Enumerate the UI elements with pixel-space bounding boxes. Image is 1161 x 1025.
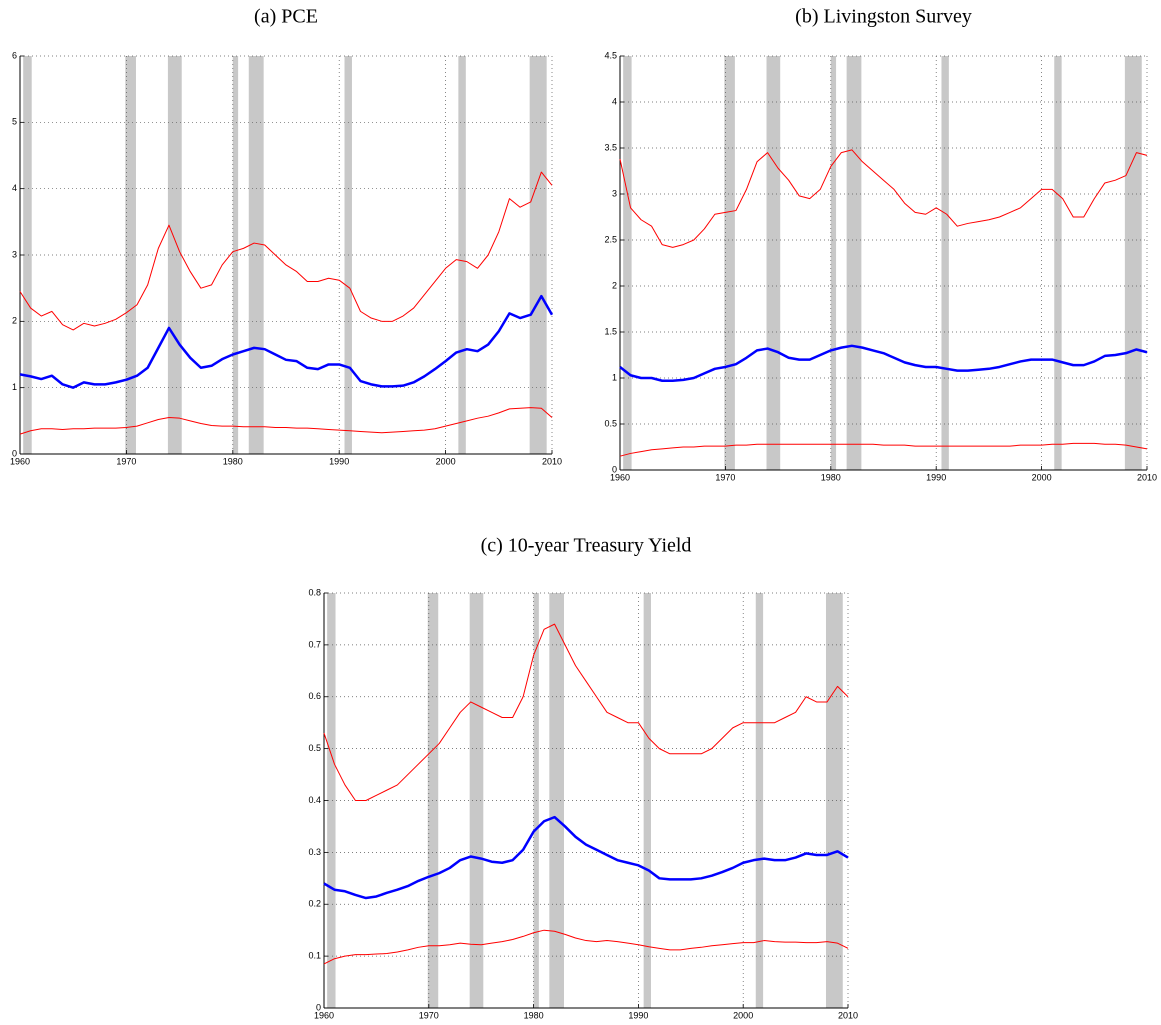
recession-band [724, 56, 735, 470]
x-tick-label: 1960 [610, 472, 630, 482]
series-line [19, 407, 553, 435]
x-tick-label: 1970 [116, 456, 136, 466]
recession-band [1124, 56, 1142, 470]
recession-band [1054, 56, 1062, 470]
series-line [619, 149, 1148, 248]
y-tick-label: 3 [12, 249, 17, 259]
recession-band [167, 56, 182, 454]
y-tick-label: 2 [12, 316, 17, 326]
y-tick-label: 0.7 [308, 639, 321, 649]
y-tick-label: 2 [612, 280, 617, 290]
x-tick-label: 1980 [821, 472, 841, 482]
y-tick-label: 5 [12, 117, 17, 127]
y-tick-label: 4.5 [604, 50, 617, 60]
x-tick-label: 1960 [314, 1010, 334, 1020]
y-tick-label: 1.5 [604, 326, 617, 336]
recession-band [23, 56, 32, 454]
y-tick-label: 0 [316, 1002, 321, 1012]
x-tick-label: 1960 [10, 456, 30, 466]
recession-band [830, 56, 837, 470]
x-tick-label: 1990 [628, 1010, 648, 1020]
recession-band [327, 593, 336, 1008]
y-tick-label: 2.5 [604, 234, 617, 244]
recession-band [643, 593, 651, 1008]
y-tick-label: 0.5 [308, 743, 321, 753]
y-tick-label: 1 [612, 372, 617, 382]
series-line [619, 344, 1148, 383]
y-tick-label: 3 [612, 188, 617, 198]
recession-band [766, 56, 781, 470]
series-line [19, 171, 553, 331]
recession-band [623, 56, 632, 470]
x-tick-label: 2010 [542, 456, 562, 466]
y-tick-label: 4 [612, 96, 617, 106]
chart-title: (b) Livingston Survey [795, 6, 972, 28]
y-tick-label: 0 [612, 464, 617, 474]
y-tick-label: 1 [12, 382, 17, 392]
recession-band [755, 593, 764, 1008]
x-tick-label: 1990 [926, 472, 946, 482]
y-tick-label: 0.2 [308, 899, 321, 909]
x-tick-label: 2010 [838, 1010, 858, 1020]
y-tick-label: 4 [12, 183, 17, 193]
series-line [19, 294, 554, 389]
x-tick-label: 2010 [1137, 472, 1157, 482]
series-line [323, 815, 849, 900]
y-tick-label: 0.1 [308, 951, 321, 961]
x-tick-label: 2000 [436, 456, 456, 466]
chart-title: (a) PCE [254, 6, 318, 28]
series-line [619, 442, 1148, 457]
y-tick-label: 3.5 [604, 142, 617, 152]
y-tick-label: 0.8 [308, 587, 321, 597]
chart-title: (c) 10-year Treasury Yield [481, 535, 692, 557]
y-tick-label: 0.6 [308, 691, 321, 701]
recession-band [125, 56, 136, 454]
y-tick-label: 0.4 [308, 795, 321, 805]
x-tick-label: 1980 [524, 1010, 544, 1020]
recession-band [458, 56, 466, 454]
y-tick-label: 6 [12, 50, 17, 60]
x-tick-label: 1980 [223, 456, 243, 466]
y-tick-label: 0.3 [308, 847, 321, 857]
y-tick-label: 0.5 [604, 418, 617, 428]
recession-band [941, 56, 949, 470]
x-tick-label: 1990 [329, 456, 349, 466]
recession-band [529, 56, 547, 454]
x-tick-label: 1970 [715, 472, 735, 482]
recession-band [846, 56, 862, 470]
y-tick-label: 0 [12, 448, 17, 458]
x-tick-label: 2000 [733, 1010, 753, 1020]
series-line [323, 929, 849, 965]
x-tick-label: 1970 [419, 1010, 439, 1020]
x-tick-label: 2000 [1032, 472, 1052, 482]
recession-band [232, 56, 239, 454]
series-line [323, 623, 849, 801]
